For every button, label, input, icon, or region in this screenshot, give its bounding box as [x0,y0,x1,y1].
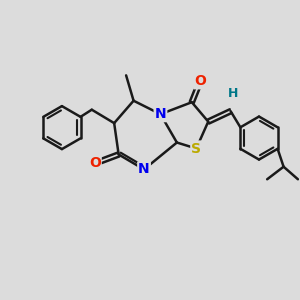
Text: O: O [89,156,101,170]
Text: H: H [228,87,238,100]
Text: S: S [191,142,201,155]
Text: N: N [138,162,150,176]
Text: O: O [194,74,206,88]
Text: N: N [154,107,166,121]
